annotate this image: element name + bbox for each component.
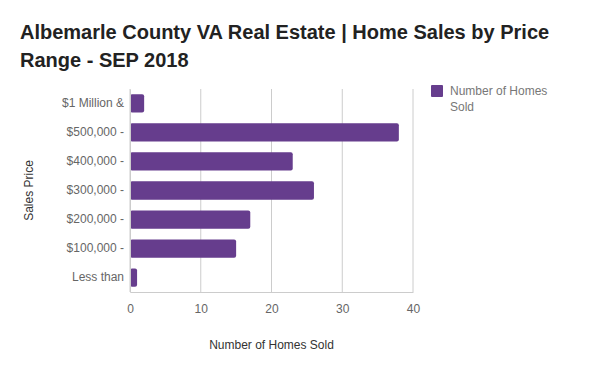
chart: Albemarle County VA Real Estate | Home S…	[0, 0, 600, 371]
bar	[130, 239, 236, 257]
tick: 20	[265, 292, 279, 316]
tick-label: 20	[265, 302, 279, 316]
axis-line	[130, 90, 131, 293]
legend-swatch	[431, 85, 443, 97]
y-axis-title: Sales Price	[22, 160, 36, 221]
tick-label: $1 Million &	[62, 96, 124, 110]
tick-label: 40	[407, 302, 421, 316]
tick: $500,000 -	[67, 125, 130, 139]
tick-label: Less than	[72, 270, 124, 284]
title: Albemarle County VA Real Estate | Home S…	[20, 21, 549, 71]
bar	[130, 210, 250, 228]
tick-label: $200,000 -	[67, 212, 124, 226]
text-line: Number of Homes	[450, 84, 547, 98]
grid-line	[413, 89, 414, 292]
tick: $200,000 -	[67, 212, 130, 226]
tick: $400,000 -	[67, 154, 130, 168]
bar	[130, 181, 314, 199]
text-line: Albemarle County VA Real Estate | Home S…	[20, 21, 549, 43]
tick: 10	[195, 292, 209, 316]
text-line: Sold	[450, 100, 474, 114]
bars	[130, 94, 399, 287]
grid-line	[130, 89, 131, 292]
tick: $100,000 -	[67, 241, 130, 255]
tick: Less than	[72, 270, 130, 284]
tick: $300,000 -	[67, 183, 130, 197]
tick-label: $500,000 -	[67, 125, 124, 139]
tick: $1 Million &	[62, 96, 130, 110]
tick: 0	[127, 292, 134, 316]
grid-line	[342, 89, 343, 292]
text-line: Range - SEP 2018	[20, 49, 189, 71]
bar	[130, 94, 144, 112]
tick-label: 30	[336, 302, 350, 316]
tick-label: $100,000 -	[67, 241, 124, 255]
y-axis: $1 Million & $500,000 - $400,000 - $300,000…	[62, 90, 131, 293]
grid	[130, 89, 413, 292]
tick: 40	[407, 292, 421, 316]
x-axis-title: Number of Homes Sold	[209, 338, 334, 352]
plot: 0 10 20 30 40 $1 Million & $500,000 - $400,000 …	[62, 89, 421, 316]
axis-line	[131, 292, 414, 293]
tick-label: $300,000 -	[67, 183, 124, 197]
bar	[130, 152, 293, 170]
legend-label: Number of Homes Sold	[450, 84, 547, 114]
tick-label: $400,000 -	[67, 154, 124, 168]
tick-label: 0	[127, 302, 134, 316]
bar	[130, 123, 399, 141]
tick-label: 10	[195, 302, 209, 316]
x-axis: 0 10 20 30 40	[127, 292, 420, 316]
tick: 30	[336, 292, 350, 316]
legend: Number of Homes Sold	[431, 84, 547, 114]
bar	[130, 268, 137, 286]
